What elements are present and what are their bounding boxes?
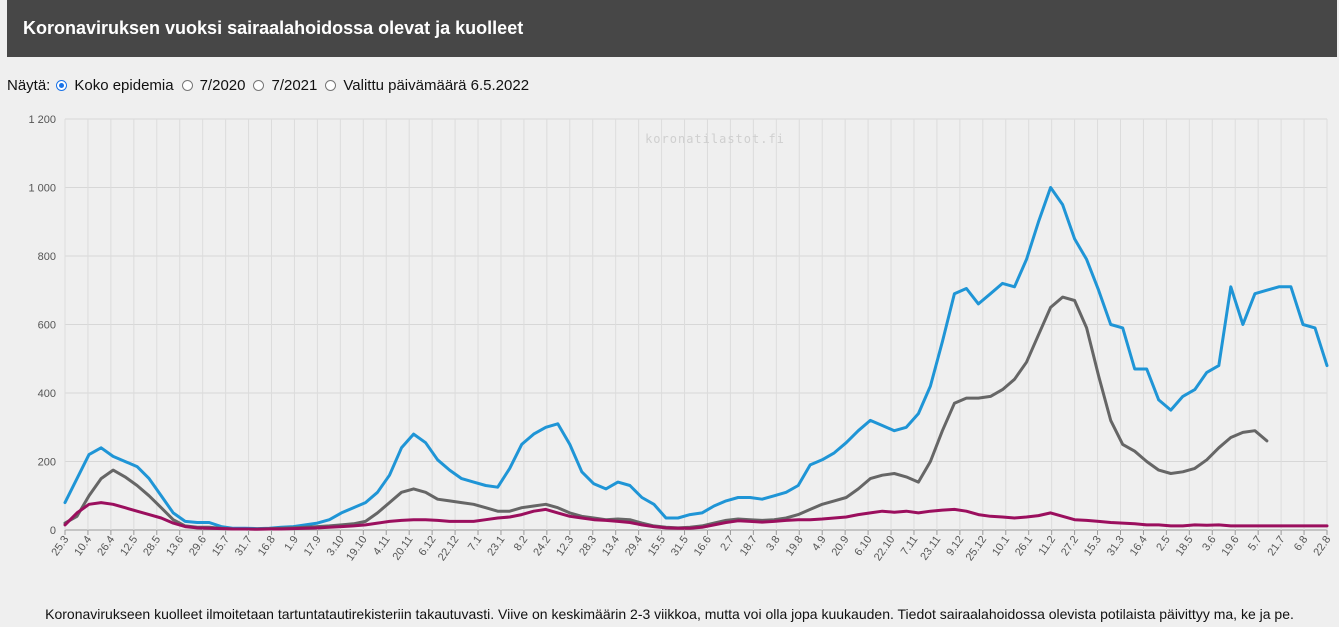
x-tick-label: 10.1	[990, 534, 1012, 558]
x-tick-label: 29.4	[623, 534, 645, 558]
x-tick-label: 2.7	[718, 534, 737, 553]
x-tick-label: 12.3	[554, 534, 576, 558]
x-tick-label: 3.10	[325, 534, 347, 558]
x-tick-label: 22.12	[436, 534, 462, 563]
option-label: 7/2021	[271, 76, 318, 94]
x-tick-label: 25.3	[49, 534, 71, 558]
x-tick-label: 3.6	[1200, 534, 1219, 553]
x-tick-label: 26.1	[1013, 534, 1035, 558]
x-tick-label: 22.10	[872, 534, 898, 563]
x-tick-label: 31.3	[1105, 534, 1127, 558]
x-tick-label: 3.8	[764, 534, 783, 553]
radio-koko-epidemia[interactable]	[56, 79, 68, 91]
chart-canvas: koronatilastot.fi 0 200 400 600 800 1 000 1 20…	[28, 114, 1333, 563]
x-tick-label: 7.11	[899, 534, 921, 558]
x-tick-label: 19.8	[784, 534, 806, 558]
x-tick-label: 12.5	[118, 534, 140, 558]
x-tick-label: 26.4	[95, 534, 117, 558]
chart-header: Koronaviruksen vuoksi sairaalahoidossa o…	[7, 0, 1337, 57]
x-tick-label: 6.10	[852, 534, 874, 558]
x-tick-label: 18.7	[738, 534, 760, 558]
x-tick-label: 13.4	[600, 534, 622, 558]
x-tick-label: 20.9	[829, 534, 851, 558]
x-tick-label: 9.12	[944, 534, 966, 558]
option-selected-date[interactable]: Valittu päivämäärä 6.5.2022	[325, 77, 529, 94]
y-tick-label: 400	[38, 388, 56, 400]
x-tick-label: 18.5	[1174, 534, 1196, 558]
x-tick-label: 6.8	[1292, 534, 1311, 553]
x-tick-label: 15.5	[646, 534, 668, 558]
x-tick-label: 15.3	[1082, 534, 1104, 558]
x-tick-label: 23.11	[918, 534, 943, 563]
series-layer	[63, 186, 1329, 531]
x-tick-label: 15.7	[210, 534, 232, 558]
x-tick-label: 23.1	[485, 534, 507, 558]
x-tick-label: 5.7	[1246, 534, 1265, 553]
series-line-0	[63, 186, 1329, 531]
x-tick-label: 16.8	[256, 534, 278, 558]
x-tick-label: 1.9	[282, 534, 301, 553]
y-tick-label: 1 200	[28, 114, 56, 126]
radio-selected-date[interactable]	[325, 79, 337, 91]
x-tick-label: 6.12	[416, 534, 438, 558]
y-tick-label: 0	[50, 525, 56, 537]
footer-note: Koronavirukseen kuolleet ilmoitetaan tar…	[45, 606, 1294, 622]
x-tick-label: 4.9	[810, 534, 829, 553]
radio-7-2021[interactable]	[253, 79, 265, 91]
x-tick-label: 13.6	[164, 534, 186, 558]
x-tick-label: 25.12	[964, 534, 990, 563]
grid-layer	[64, 118, 1328, 531]
x-tick-label: 28.3	[577, 534, 599, 558]
view-selector-label: Näytä:	[7, 76, 51, 94]
option-koko-epidemia[interactable]: Koko epidemia	[56, 76, 174, 94]
x-tick-label: 20.11	[390, 534, 415, 563]
x-tick-label: 21.7	[1265, 534, 1287, 558]
watermark: koronatilastot.fi	[645, 132, 785, 146]
x-tick-label: 2.5	[1154, 534, 1173, 553]
option-label: Valittu päivämäärä 6.5.2022	[343, 76, 530, 94]
series-line-1	[63, 295, 1269, 531]
y-tick-label: 800	[38, 251, 56, 263]
view-selector: Näytä: Koko epidemia 7/2020 7/2021 Valit…	[7, 75, 537, 95]
x-tick-label: 16.4	[1128, 534, 1150, 558]
x-tick-label: 19.10	[344, 534, 370, 563]
x-tick-label: 7.1	[466, 534, 485, 553]
option-7-2021[interactable]: 7/2021	[253, 77, 317, 94]
series-line-2	[63, 501, 1329, 531]
radio-7-2020[interactable]	[181, 79, 193, 91]
x-tick-label: 28.5	[141, 534, 163, 558]
x-tick-label: 31.5	[669, 534, 691, 558]
x-tick-label: 27.2	[1059, 534, 1081, 558]
x-tick-label: 19.6	[1220, 534, 1242, 558]
x-tick-label: 22.8	[1311, 534, 1333, 558]
y-tick-label: 200	[38, 457, 56, 469]
option-7-2020[interactable]: 7/2020	[181, 76, 246, 94]
x-tick-label: 4.11	[371, 534, 393, 558]
x-tick-label: 10.4	[72, 534, 94, 558]
chart-title: Koronaviruksen vuoksi sairaalahoidossa o…	[23, 18, 524, 38]
x-tick-label: 17.9	[302, 534, 324, 558]
option-label: Koko epidemia	[74, 76, 174, 94]
option-label: 7/2020	[199, 76, 246, 94]
x-tick-label: 29.6	[187, 534, 209, 558]
x-tick-label: 16.6	[692, 534, 714, 558]
x-tick-label: 11.2	[1036, 534, 1058, 558]
x-tick-label: 24.2	[531, 534, 553, 558]
y-tick-label: 600	[38, 320, 56, 332]
y-tick-label: 1 000	[28, 183, 56, 195]
x-tick-label: 31.7	[233, 534, 255, 558]
x-tick-label: 8.2	[512, 534, 531, 553]
